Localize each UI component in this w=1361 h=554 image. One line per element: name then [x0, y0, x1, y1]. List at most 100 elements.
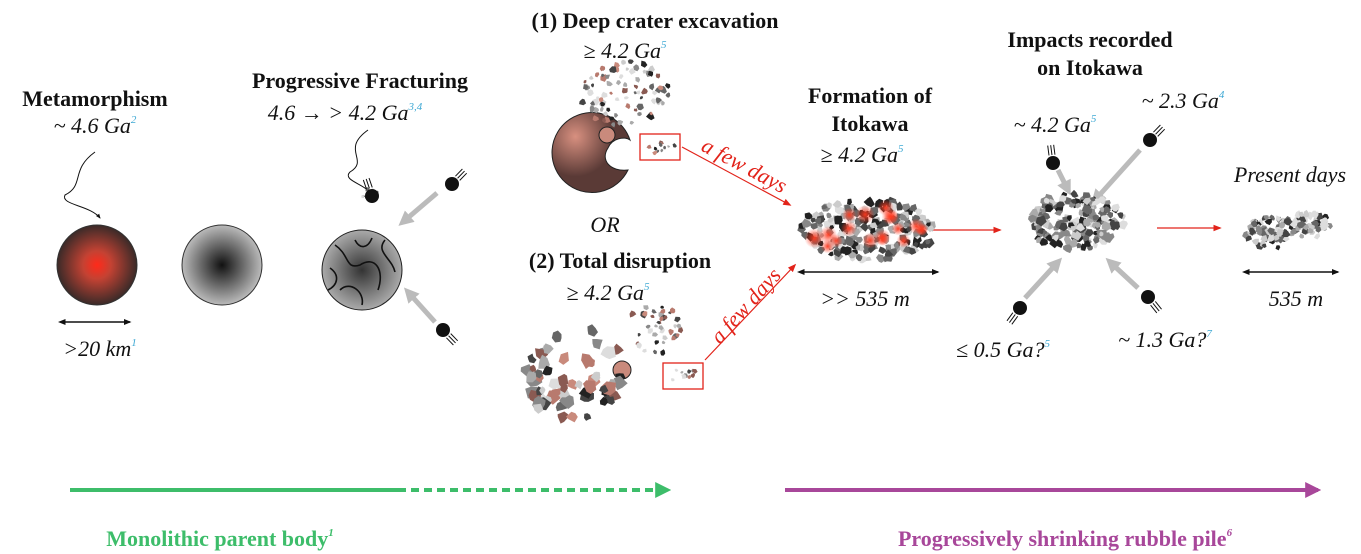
rock [654, 97, 663, 104]
artwork [361, 59, 1333, 424]
rock [1080, 243, 1087, 251]
rock [1028, 214, 1037, 223]
heated-clast [896, 233, 911, 248]
rock [637, 333, 641, 337]
rock [674, 368, 679, 372]
stage-age: ≥ 4.2 Ga5 [567, 280, 650, 305]
delay-label: a few days [698, 132, 792, 198]
rock [1261, 243, 1267, 248]
rock [574, 380, 583, 390]
rock [583, 84, 589, 90]
rock [663, 315, 668, 320]
rock [566, 411, 578, 423]
impactor-trail [457, 170, 465, 179]
rock [1282, 236, 1290, 242]
stage-title: Formation of [808, 83, 933, 108]
rock [599, 65, 606, 72]
rock [671, 335, 676, 341]
rock [539, 386, 546, 394]
rock [840, 246, 848, 254]
rock [855, 236, 863, 243]
rock [600, 101, 605, 107]
rock [647, 328, 653, 334]
rock [810, 217, 817, 223]
rock [601, 91, 608, 98]
rock [1290, 228, 1297, 235]
rock [884, 249, 894, 257]
rock [654, 340, 659, 345]
rock [527, 353, 537, 364]
rock [613, 375, 628, 391]
timeline-label: Progressively shrinking rubble pile6 [898, 526, 1233, 551]
rock [690, 372, 695, 378]
rock [1076, 242, 1082, 249]
impactor-trail [1011, 315, 1019, 325]
rock [663, 145, 666, 150]
rock [629, 120, 635, 125]
transition-arrow [681, 146, 792, 206]
rock [1101, 220, 1112, 231]
impact-age: ≤ 0.5 Ga?5 [956, 337, 1050, 362]
impactor-trail [448, 335, 456, 344]
impactor-trail [455, 168, 463, 177]
rock [618, 74, 624, 80]
rock [633, 108, 638, 112]
rock [860, 222, 869, 232]
rock [1063, 235, 1072, 245]
rock [1303, 209, 1310, 218]
impactor-trail [1009, 314, 1016, 323]
stage-title: Impacts recorded [1007, 27, 1172, 52]
impactor-trail [450, 333, 459, 342]
rock [1083, 218, 1091, 227]
rock [591, 83, 594, 88]
rock [542, 365, 553, 376]
rock [628, 68, 636, 75]
parent-body [181, 224, 263, 306]
rock [1059, 195, 1067, 202]
stage-title: Present days [1233, 162, 1346, 187]
rock [863, 196, 875, 208]
rock [661, 340, 666, 345]
rock [828, 251, 834, 257]
rock [659, 142, 663, 148]
rock [687, 375, 692, 380]
impact-age: ~ 2.3 Ga4 [1142, 88, 1225, 113]
rock [652, 151, 658, 156]
rock [1264, 218, 1272, 226]
rock [660, 305, 664, 309]
transition-arrow [704, 263, 797, 361]
impactor-trail [1155, 126, 1163, 135]
rock [636, 103, 644, 111]
timeline-label: Monolithic parent body1 [106, 526, 334, 551]
rock [1249, 229, 1255, 236]
rock [621, 59, 627, 65]
rock [1081, 204, 1092, 215]
rock [845, 235, 854, 247]
rock [918, 243, 925, 250]
stage-title: Metamorphism [22, 86, 167, 111]
rock [651, 309, 657, 314]
rock [855, 253, 863, 261]
rock [1070, 230, 1082, 241]
rock [907, 246, 917, 255]
rock [361, 194, 365, 199]
rock [599, 384, 609, 394]
heated-clast [915, 224, 928, 237]
rock [652, 91, 658, 96]
rock [1279, 222, 1286, 229]
rock [1068, 238, 1078, 249]
heated-clast [891, 222, 905, 236]
impact-arrow [1105, 257, 1140, 290]
rock [1102, 233, 1112, 243]
parent-body [56, 224, 138, 306]
rock [623, 82, 628, 87]
rock [567, 379, 578, 390]
stage-age: ≥ 4.2 Ga5 [584, 38, 667, 63]
rock [810, 222, 818, 230]
rock [660, 349, 666, 356]
rock [902, 203, 911, 211]
rock [609, 91, 613, 95]
rock [1039, 238, 1049, 246]
rock [659, 308, 666, 314]
